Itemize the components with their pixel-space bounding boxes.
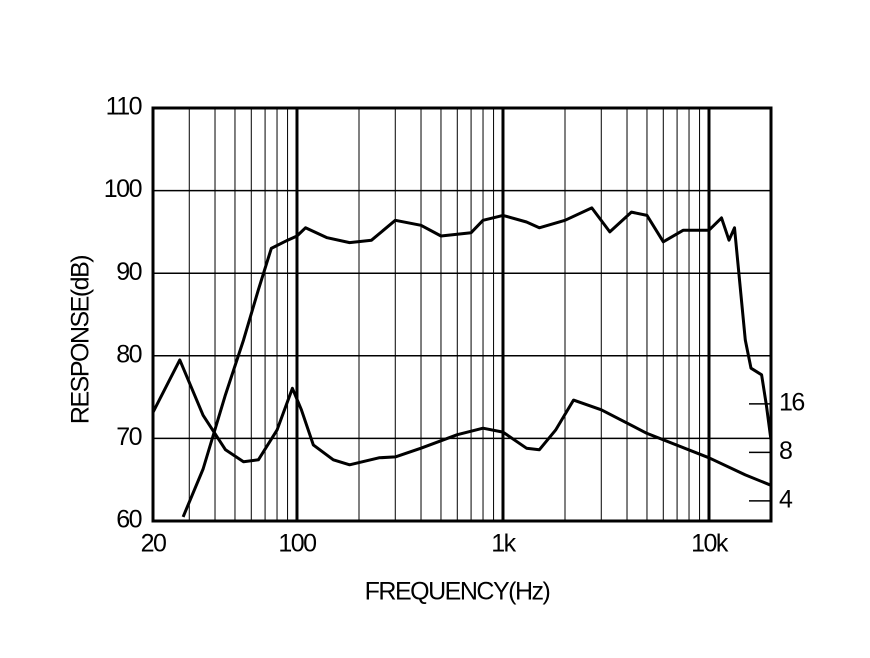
y2-tick-label: 4: [779, 485, 793, 513]
y-axis-label: RESPONSE(dB): [67, 256, 95, 424]
x-tick-label: 20: [141, 530, 166, 558]
x-tick-label: 10k: [691, 530, 729, 558]
y2-tick-label: 8: [779, 437, 792, 465]
x-tick-label: 1k: [491, 530, 516, 558]
y-tick-label: 110: [106, 93, 142, 121]
x-tick-label: 100: [278, 530, 316, 558]
series-line: [181, 206, 773, 518]
series-line: [151, 358, 772, 487]
y-tick-label: 90: [116, 258, 141, 286]
y-tick-label: 80: [116, 340, 141, 368]
plot-frame: [151, 106, 773, 523]
y-tick-label: 70: [116, 423, 141, 451]
y-tick-label: 100: [104, 175, 142, 203]
y2-tick-label: 16: [779, 389, 804, 417]
x-axis-label: FREQUENCY(Hz): [365, 578, 550, 606]
y-tick-label: 60: [116, 506, 141, 534]
